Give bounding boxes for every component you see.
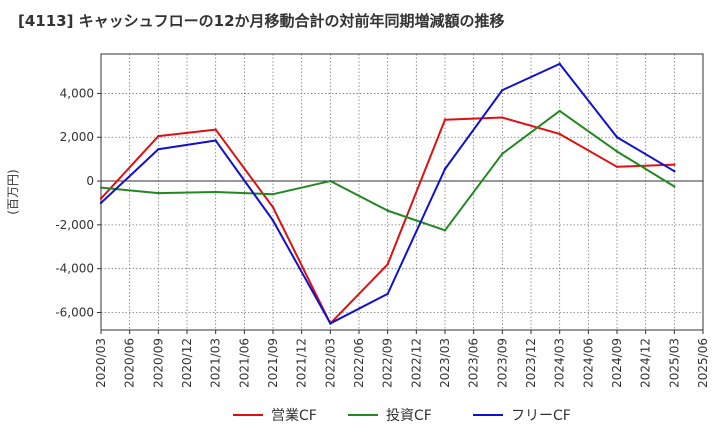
data-point bbox=[271, 219, 275, 222]
x-tick-label: 2021/12 bbox=[295, 338, 309, 388]
data-point bbox=[558, 62, 561, 66]
legend: 営業CF 投資CF フリーCF bbox=[233, 408, 571, 424]
x-tick-label: 2024/09 bbox=[610, 338, 624, 388]
legend-label: フリーCF bbox=[511, 408, 571, 424]
data-point bbox=[443, 229, 447, 232]
x-tick-label: 2025/06 bbox=[696, 338, 710, 388]
data-point bbox=[214, 139, 217, 142]
x-tick-label: 2021/03 bbox=[209, 338, 223, 388]
x-tick-label: 2020/06 bbox=[123, 338, 137, 388]
chart-title: [4113] キャッシュフローの12か月移動合計の対前年同期増減額の推移 bbox=[18, 12, 505, 30]
x-tick-label: 2022/09 bbox=[381, 338, 395, 388]
y-tick-label: 4,000 bbox=[60, 86, 94, 100]
data-point bbox=[271, 206, 275, 209]
data-point bbox=[673, 169, 676, 173]
data-point bbox=[157, 191, 160, 195]
data-point bbox=[329, 179, 332, 183]
data-point bbox=[558, 132, 561, 136]
grid bbox=[100, 54, 704, 330]
x-tick-label: 2021/06 bbox=[237, 338, 251, 388]
y-tick-label: -2,000 bbox=[55, 218, 94, 232]
data-point bbox=[501, 152, 504, 155]
x-tick-label: 2020/09 bbox=[151, 338, 165, 388]
data-point bbox=[501, 116, 504, 119]
data-point bbox=[157, 134, 160, 138]
x-tick-label: 2024/06 bbox=[581, 338, 595, 388]
data-point bbox=[443, 118, 447, 121]
data-point bbox=[214, 190, 217, 194]
data-point bbox=[615, 136, 619, 139]
data-point bbox=[329, 322, 332, 325]
y-axis: -6,000 -4,000 -2,000 0 2,000 4,000 bbox=[55, 86, 101, 319]
x-tick-label: 2022/12 bbox=[409, 338, 423, 388]
data-point bbox=[386, 209, 389, 212]
data-point bbox=[214, 128, 217, 131]
data-point bbox=[386, 263, 389, 266]
data-point bbox=[99, 197, 103, 200]
x-tick-label: 2025/03 bbox=[667, 338, 681, 388]
series bbox=[99, 62, 676, 325]
x-tick-label: 2023/12 bbox=[524, 338, 538, 388]
data-point bbox=[501, 88, 504, 92]
y-axis-label: (百万円) bbox=[6, 169, 20, 214]
data-point bbox=[615, 165, 619, 169]
data-point bbox=[558, 109, 561, 113]
x-axis: 2020/03 2020/06 2020/09 2020/12 2021/03 2021/… bbox=[94, 330, 710, 388]
series-line-フリーCF bbox=[100, 62, 675, 325]
x-tick-label: 2024/03 bbox=[553, 338, 567, 388]
data-point bbox=[673, 185, 676, 188]
x-tick-label: 2024/12 bbox=[639, 338, 653, 388]
data-point bbox=[615, 150, 619, 153]
x-tick-label: 2022/03 bbox=[323, 338, 337, 388]
y-tick-label: 0 bbox=[86, 174, 94, 188]
x-tick-label: 2023/03 bbox=[438, 338, 452, 388]
y-tick-label: 2,000 bbox=[60, 130, 94, 144]
legend-label: 投資CF bbox=[386, 408, 432, 424]
legend-label: 営業CF bbox=[271, 408, 317, 424]
x-tick-label: 2020/03 bbox=[94, 338, 108, 388]
y-tick-label: -4,000 bbox=[55, 262, 94, 276]
data-point bbox=[386, 292, 389, 296]
data-point bbox=[99, 186, 103, 189]
y-tick-label: -6,000 bbox=[55, 305, 94, 319]
data-point bbox=[99, 201, 103, 205]
data-point bbox=[157, 148, 160, 151]
plot-area bbox=[100, 53, 704, 331]
x-tick-label: 2020/12 bbox=[180, 338, 194, 388]
data-point bbox=[673, 163, 676, 166]
x-tick-label: 2021/09 bbox=[266, 338, 280, 388]
x-tick-label: 2023/09 bbox=[495, 338, 509, 388]
x-tick-label: 2023/06 bbox=[467, 338, 481, 388]
data-point bbox=[271, 192, 275, 196]
data-point bbox=[443, 167, 447, 171]
x-tick-label: 2022/06 bbox=[352, 338, 366, 388]
